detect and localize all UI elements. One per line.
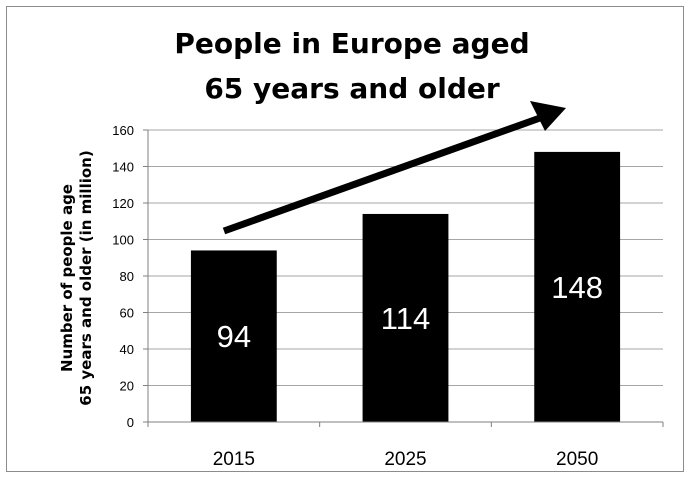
y-tick-label: 40 bbox=[120, 342, 134, 357]
y-axis-label-line-1: Number of people age bbox=[58, 184, 76, 372]
chart-title-line-2: 65 years and older bbox=[204, 72, 500, 105]
y-axis-label: Number of people age 65 years and older … bbox=[58, 150, 95, 405]
y-axis-ticks: 0 20 40 60 80 100 120 140 160 bbox=[112, 123, 148, 430]
trend-arrow-head bbox=[530, 101, 566, 131]
bars: 94 114 148 bbox=[190, 151, 621, 422]
axes bbox=[147, 130, 663, 423]
y-axis-label-line-2: 65 years and older (in million) bbox=[77, 150, 95, 405]
chart-title: People in Europe aged 65 years and older bbox=[174, 27, 529, 105]
bar-2025 bbox=[362, 213, 449, 422]
y-tick-label: 80 bbox=[120, 269, 134, 284]
x-tick-label-2015: 2015 bbox=[213, 449, 255, 470]
x-tick-label-2025: 2025 bbox=[384, 449, 426, 470]
trend-arrow bbox=[222, 101, 566, 235]
y-tick-label: 20 bbox=[120, 379, 134, 394]
x-axis-ticks: 2015 2025 2050 bbox=[147, 422, 664, 470]
x-tick-label-2050: 2050 bbox=[556, 449, 598, 470]
y-tick-label: 100 bbox=[112, 233, 134, 248]
data-label-2025: 114 bbox=[381, 301, 430, 336]
y-tick-label: 160 bbox=[112, 123, 134, 138]
data-label-2015: 94 bbox=[217, 319, 251, 354]
y-tick-label: 60 bbox=[120, 306, 134, 321]
y-tick-label: 120 bbox=[112, 196, 134, 211]
bar-2050 bbox=[534, 151, 621, 422]
y-tick-label: 140 bbox=[112, 160, 134, 175]
y-tick-label: 0 bbox=[127, 415, 134, 430]
data-label-2050: 148 bbox=[551, 270, 603, 305]
bar-2015 bbox=[190, 250, 277, 422]
trend-arrow-shaft bbox=[222, 114, 542, 235]
chart-title-line-1: People in Europe aged bbox=[174, 27, 529, 60]
